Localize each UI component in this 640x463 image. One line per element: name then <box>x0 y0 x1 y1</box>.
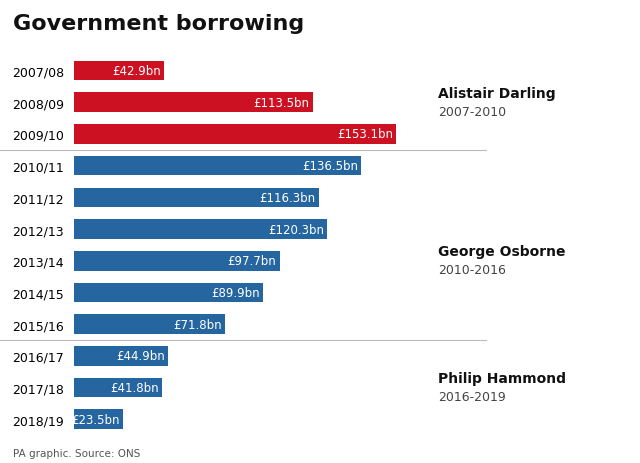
Bar <box>74 125 396 144</box>
Text: £42.9bn: £42.9bn <box>112 65 161 78</box>
Text: Philip Hammond: Philip Hammond <box>438 371 566 385</box>
Bar <box>74 283 263 303</box>
Bar <box>74 62 164 81</box>
Text: PA graphic. Source: ONS: PA graphic. Source: ONS <box>13 448 140 458</box>
Text: 2010-2016: 2010-2016 <box>438 264 506 277</box>
Text: George Osborne: George Osborne <box>438 245 566 259</box>
Text: £23.5bn: £23.5bn <box>72 413 120 426</box>
Text: £89.9bn: £89.9bn <box>211 286 260 300</box>
Text: £113.5bn: £113.5bn <box>253 96 310 110</box>
Bar <box>74 251 280 271</box>
Bar <box>74 378 162 398</box>
Text: £41.8bn: £41.8bn <box>110 381 159 394</box>
Text: 2007-2010: 2007-2010 <box>438 106 506 119</box>
Text: Alistair Darling: Alistair Darling <box>438 87 556 100</box>
Bar <box>74 93 313 113</box>
Text: £44.9bn: £44.9bn <box>116 350 165 363</box>
Text: £136.5bn: £136.5bn <box>302 160 358 173</box>
Bar <box>74 315 225 334</box>
Bar <box>74 410 123 429</box>
Text: 2016-2019: 2016-2019 <box>438 390 506 403</box>
Bar <box>74 346 168 366</box>
Text: £120.3bn: £120.3bn <box>268 223 324 236</box>
Bar <box>74 188 319 208</box>
Bar <box>74 220 327 239</box>
Text: £116.3bn: £116.3bn <box>259 191 316 205</box>
Text: £97.7bn: £97.7bn <box>228 255 276 268</box>
Text: Government borrowing: Government borrowing <box>13 14 304 34</box>
Text: £71.8bn: £71.8bn <box>173 318 222 331</box>
Text: £153.1bn: £153.1bn <box>337 128 393 141</box>
Bar <box>74 156 362 176</box>
